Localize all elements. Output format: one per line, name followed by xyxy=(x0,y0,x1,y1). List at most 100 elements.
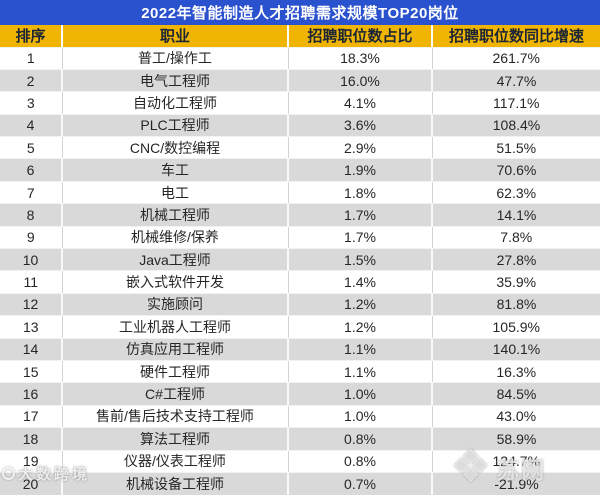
table-row: 2 电气工程师 16.0% 47.7% xyxy=(0,68,600,92)
rank-cell: 4 xyxy=(0,113,62,137)
job-cell: 电工 xyxy=(61,180,288,204)
job-cell: 嵌入式软件开发 xyxy=(61,270,288,294)
share-cell: 0.8% xyxy=(287,449,432,473)
rank-cell: 6 xyxy=(0,158,62,182)
growth-cell: 58.9% xyxy=(431,427,600,451)
growth-cell: 105.9% xyxy=(431,315,600,339)
share-cell: 1.2% xyxy=(287,315,432,339)
share-cell: 0.8% xyxy=(287,427,432,451)
rank-cell: 17 xyxy=(0,404,62,428)
table-row: 11 嵌入式软件开发 1.4% 35.9% xyxy=(0,270,600,294)
table-body: 1 普工/操作工 18.3% 261.7% 2 电气工程师 16.0% 47.7… xyxy=(0,46,600,495)
job-cell: PLC工程师 xyxy=(61,113,288,137)
job-cell: Java工程师 xyxy=(61,248,288,271)
table-row: 3 自动化工程师 4.1% 117.1% xyxy=(0,91,600,115)
share-cell: 4.1% xyxy=(287,91,432,115)
share-cell: 3.6% xyxy=(287,113,432,137)
col-header-share: 招聘职位数占比 xyxy=(287,25,432,47)
rank-cell: 15 xyxy=(0,359,62,383)
rank-cell: 12 xyxy=(0,292,62,316)
growth-cell: 27.8% xyxy=(431,248,600,271)
table-row: 5 CNC/数控编程 2.9% 51.5% xyxy=(0,136,600,159)
table-row: 7 电工 1.8% 62.3% xyxy=(0,180,600,204)
page-title: 2022年智能制造人才招聘需求规模TOP20岗位 xyxy=(0,0,600,25)
job-cell: 车工 xyxy=(61,158,288,182)
share-cell: 2.9% xyxy=(287,136,432,159)
table-row: 4 PLC工程师 3.6% 108.4% xyxy=(0,113,600,137)
rank-cell: 18 xyxy=(0,427,62,451)
job-cell: 仿真应用工程师 xyxy=(61,337,288,361)
job-cell: 实施顾问 xyxy=(61,292,288,316)
table-row: 8 机械工程师 1.7% 14.1% xyxy=(0,203,600,227)
job-cell: 工业机器人工程师 xyxy=(61,315,288,339)
growth-cell: 108.4% xyxy=(431,113,600,137)
job-cell: 仪器/仪表工程师 xyxy=(61,449,288,473)
share-cell: 0.7% xyxy=(287,471,432,495)
rank-cell: 8 xyxy=(0,203,62,227)
growth-cell: 117.1% xyxy=(431,91,600,115)
job-cell: CNC/数控编程 xyxy=(61,136,288,159)
rank-cell: 19 xyxy=(0,449,62,473)
rank-cell: 13 xyxy=(0,315,62,339)
job-cell: 普工/操作工 xyxy=(61,46,288,70)
job-cell: C#工程师 xyxy=(61,382,288,406)
growth-cell: 70.6% xyxy=(431,158,600,182)
growth-cell: 35.9% xyxy=(431,270,600,294)
table-row: 10 Java工程师 1.5% 27.8% xyxy=(0,248,600,271)
table-row: 1 普工/操作工 18.3% 261.7% xyxy=(0,46,600,70)
growth-cell: 140.1% xyxy=(431,337,600,361)
col-header-job: 职业 xyxy=(61,25,288,47)
job-cell: 机械工程师 xyxy=(61,203,288,227)
rank-cell: 11 xyxy=(0,270,62,294)
growth-cell: 47.7% xyxy=(431,68,600,92)
job-cell: 机械维修/保养 xyxy=(61,225,288,249)
share-cell: 1.0% xyxy=(287,382,432,406)
growth-cell: 261.7% xyxy=(431,46,600,70)
rank-cell: 2 xyxy=(0,68,62,92)
growth-cell: 62.3% xyxy=(431,180,600,204)
share-cell: 1.1% xyxy=(287,359,432,383)
share-cell: 18.3% xyxy=(287,46,432,70)
share-cell: 1.1% xyxy=(287,337,432,361)
job-cell: 自动化工程师 xyxy=(61,91,288,115)
top20-table: 排序 职业 招聘职位数占比 招聘职位数同比增速 1 普工/操作工 18.3% 2… xyxy=(0,25,600,495)
share-cell: 16.0% xyxy=(287,68,432,92)
share-cell: 1.8% xyxy=(287,180,432,204)
rank-cell: 5 xyxy=(0,136,62,159)
job-cell: 售前/售后技术支持工程师 xyxy=(61,404,288,428)
growth-cell: 84.5% xyxy=(431,382,600,406)
rank-cell: 7 xyxy=(0,180,62,204)
table-row: 14 仿真应用工程师 1.1% 140.1% xyxy=(0,337,600,361)
table-row: 16 C#工程师 1.0% 84.5% xyxy=(0,382,600,406)
job-cell: 硬件工程师 xyxy=(61,359,288,383)
table-row: 15 硬件工程师 1.1% 16.3% xyxy=(0,359,600,383)
share-cell: 1.2% xyxy=(287,292,432,316)
rank-cell: 3 xyxy=(0,91,62,115)
share-cell: 1.7% xyxy=(287,225,432,249)
share-cell: 1.5% xyxy=(287,248,432,271)
growth-cell: 7.8% xyxy=(431,225,600,249)
job-cell: 算法工程师 xyxy=(61,427,288,451)
table-row: 13 工业机器人工程师 1.2% 105.9% xyxy=(0,315,600,339)
growth-cell: 124.7% xyxy=(431,449,600,473)
growth-cell: 14.1% xyxy=(431,203,600,227)
share-cell: 1.9% xyxy=(287,158,432,182)
rank-cell: 20 xyxy=(0,471,62,495)
rank-cell: 16 xyxy=(0,382,62,406)
table-row: 20 机械设备工程师 0.7% -21.9% xyxy=(0,471,600,495)
job-cell: 机械设备工程师 xyxy=(61,471,288,495)
table-row: 19 仪器/仪表工程师 0.8% 124.7% xyxy=(0,449,600,473)
table-row: 18 算法工程师 0.8% 58.9% xyxy=(0,427,600,451)
share-cell: 1.0% xyxy=(287,404,432,428)
table-row: 9 机械维修/保养 1.7% 7.8% xyxy=(0,225,600,249)
rank-cell: 14 xyxy=(0,337,62,361)
col-header-rank: 排序 xyxy=(0,25,62,47)
share-cell: 1.7% xyxy=(287,203,432,227)
growth-cell: 43.0% xyxy=(431,404,600,428)
growth-cell: -21.9% xyxy=(431,471,600,495)
col-header-growth: 招聘职位数同比增速 xyxy=(431,25,600,47)
table-row: 17 售前/售后技术支持工程师 1.0% 43.0% xyxy=(0,404,600,428)
share-cell: 1.4% xyxy=(287,270,432,294)
rank-cell: 1 xyxy=(0,46,62,70)
growth-cell: 51.5% xyxy=(431,136,600,159)
